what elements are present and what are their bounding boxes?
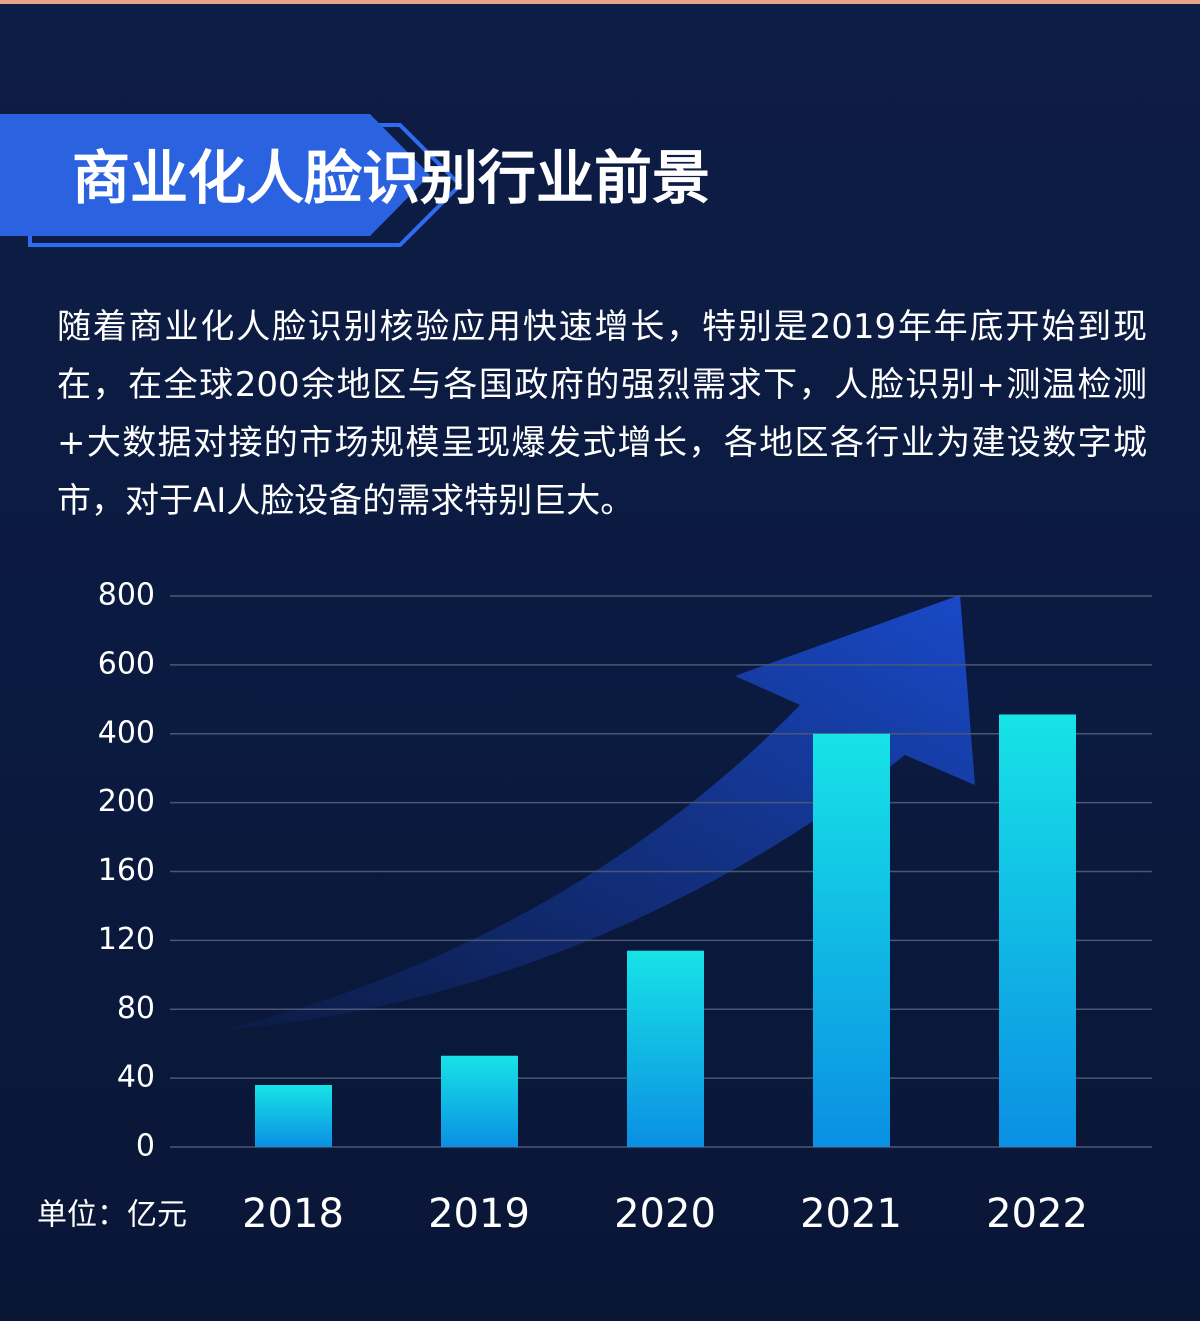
x-tick-label: 2018 [242, 1191, 344, 1237]
y-tick-label: 80 [117, 991, 155, 1026]
x-tick-label: 2020 [614, 1191, 716, 1237]
bar [813, 733, 890, 1147]
bar [627, 950, 704, 1147]
x-tick-label: 2021 [800, 1191, 902, 1237]
chart-title: 商业化人脸识别行业前景 [72, 144, 710, 212]
description: 随着商业化人脸识别核验应用快速增长，特别是2019年年底开始到现在，在全球200… [57, 307, 1147, 521]
y-tick-label: 600 [98, 646, 155, 681]
bar [255, 1085, 332, 1147]
y-tick-label: 200 [98, 784, 155, 819]
y-tick-label: 800 [98, 578, 155, 613]
y-tick-label: 400 [98, 715, 155, 750]
y-tick-label: 120 [98, 922, 155, 957]
y-tick-label: 160 [98, 853, 155, 888]
y-axis-label: 单位：亿元 [37, 1198, 187, 1233]
y-tick-label: 0 [136, 1129, 155, 1164]
bar [999, 714, 1076, 1147]
bar [441, 1055, 518, 1147]
x-tick-label: 2022 [986, 1191, 1088, 1237]
top-stripe [0, 0, 1200, 4]
banner [0, 114, 430, 236]
x-tick-label: 2019 [428, 1191, 530, 1237]
y-tick-label: 40 [117, 1060, 155, 1095]
